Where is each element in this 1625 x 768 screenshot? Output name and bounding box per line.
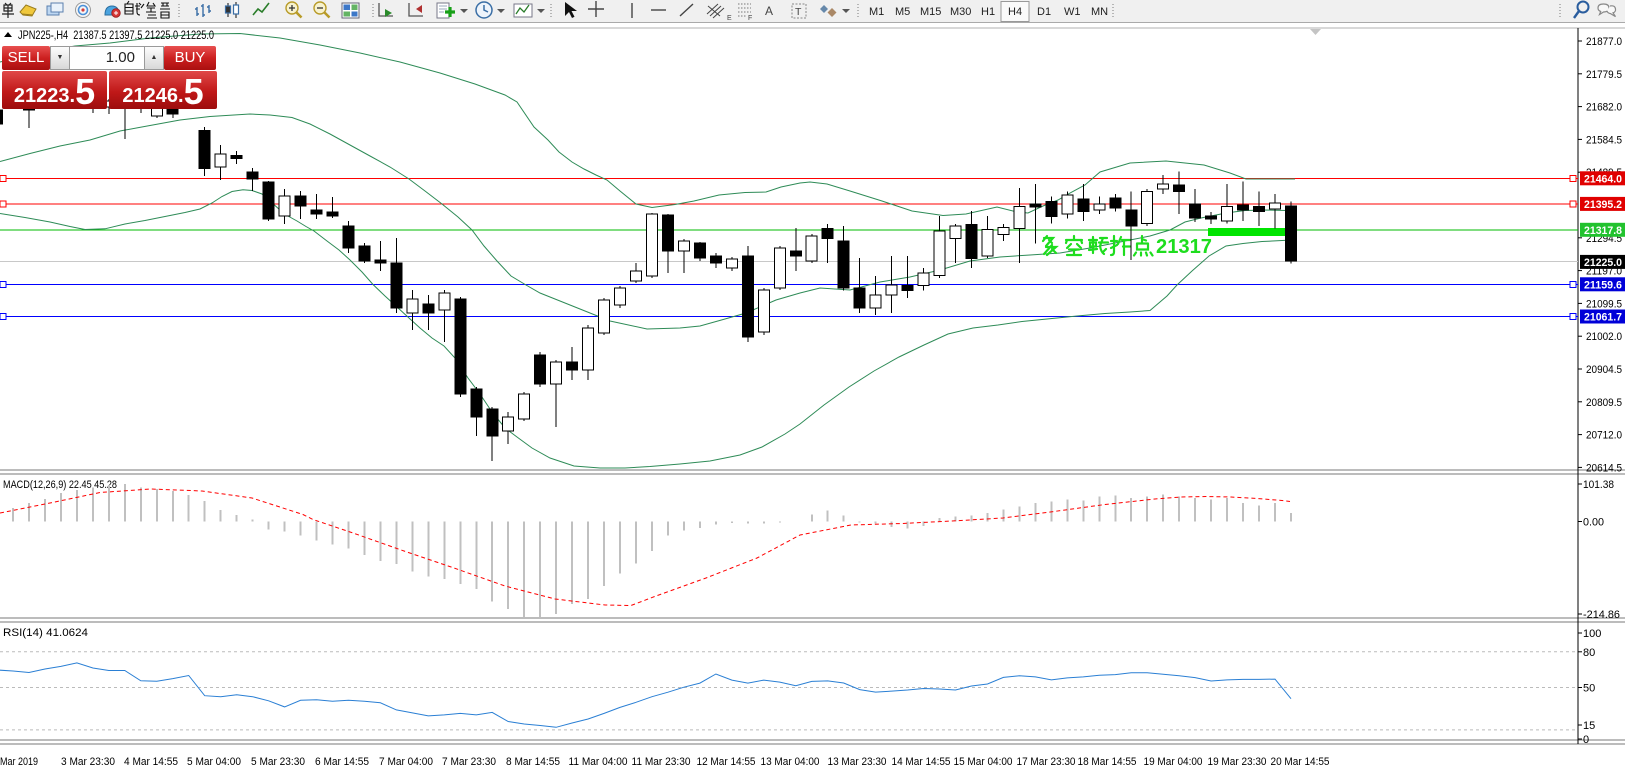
svg-text:20712.0: 20712.0	[1586, 430, 1622, 442]
svg-text:0: 0	[1583, 734, 1589, 746]
svg-text:21464.0: 21464.0	[1584, 173, 1622, 185]
svg-text:RSI(14) 41.0624: RSI(14) 41.0624	[3, 627, 88, 639]
svg-text:M5: M5	[895, 6, 910, 18]
svg-text:19 Mar 23:30: 19 Mar 23:30	[1208, 756, 1267, 768]
svg-text:M15: M15	[920, 6, 941, 18]
svg-text:21395.2: 21395.2	[1584, 199, 1622, 211]
svg-text:80: 80	[1583, 647, 1595, 659]
svg-text:17 Mar 23:30: 17 Mar 23:30	[1017, 756, 1076, 768]
svg-text:15: 15	[1583, 720, 1595, 732]
svg-text:101.38: 101.38	[1583, 479, 1614, 491]
svg-text:0.00: 0.00	[1583, 517, 1604, 529]
svg-text:5 Mar 04:00: 5 Mar 04:00	[187, 756, 241, 768]
svg-text:5 Mar 23:30: 5 Mar 23:30	[251, 756, 305, 768]
svg-text:20614.5: 20614.5	[1586, 462, 1622, 474]
svg-text:H1: H1	[981, 6, 995, 18]
svg-text:21002.0: 21002.0	[1586, 331, 1622, 343]
svg-text:H4: H4	[1008, 6, 1022, 18]
svg-text:W1: W1	[1064, 6, 1081, 18]
svg-text:20 Mar 14:55: 20 Mar 14:55	[1271, 756, 1330, 768]
svg-text:19 Mar 04:00: 19 Mar 04:00	[1144, 756, 1203, 768]
svg-text:15 Mar 04:00: 15 Mar 04:00	[954, 756, 1013, 768]
svg-text:21061.7: 21061.7	[1584, 312, 1622, 324]
svg-text:MN: MN	[1091, 6, 1108, 18]
svg-text:50: 50	[1583, 683, 1595, 695]
svg-text:M30: M30	[950, 6, 971, 18]
svg-text:6 Mar 14:55: 6 Mar 14:55	[315, 756, 369, 768]
svg-text:18 Mar 14:55: 18 Mar 14:55	[1078, 756, 1137, 768]
svg-text:20904.5: 20904.5	[1586, 364, 1622, 376]
svg-text:4 Mar 14:55: 4 Mar 14:55	[124, 756, 178, 768]
svg-text:21099.5: 21099.5	[1586, 298, 1622, 310]
svg-text:-214.86: -214.86	[1583, 609, 1620, 621]
svg-text:JPN225-,H4 21387.5 21397.5 21: JPN225-,H4 21387.5 21397.5 21225.0 21225…	[18, 30, 214, 42]
svg-text:M1: M1	[869, 6, 884, 18]
svg-text:T: T	[795, 6, 802, 18]
svg-text:100: 100	[1583, 628, 1601, 640]
svg-text:21317.8: 21317.8	[1584, 225, 1622, 237]
svg-text:20809.5: 20809.5	[1586, 397, 1622, 409]
svg-text:21584.5: 21584.5	[1586, 134, 1622, 146]
svg-text:D1: D1	[1037, 6, 1051, 18]
svg-text:21225.0: 21225.0	[1584, 257, 1622, 269]
svg-text:13 Mar 23:30: 13 Mar 23:30	[828, 756, 887, 768]
svg-text:21682.0: 21682.0	[1586, 102, 1622, 114]
svg-text:E: E	[727, 15, 732, 22]
svg-text:8 Mar 14:55: 8 Mar 14:55	[506, 756, 560, 768]
svg-text:12 Mar 14:55: 12 Mar 14:55	[697, 756, 756, 768]
svg-text:A: A	[765, 4, 773, 18]
svg-text:7 Mar 04:00: 7 Mar 04:00	[379, 756, 433, 768]
svg-text:14 Mar 14:55: 14 Mar 14:55	[892, 756, 951, 768]
svg-text:21779.5: 21779.5	[1586, 69, 1622, 81]
svg-text:MACD(12,26,9) 22.45 45.28: MACD(12,26,9) 22.45 45.28	[3, 479, 117, 491]
svg-text:11 Mar 04:00: 11 Mar 04:00	[569, 756, 628, 768]
svg-text:21877.0: 21877.0	[1586, 36, 1622, 48]
svg-text:13 Mar 04:00: 13 Mar 04:00	[761, 756, 820, 768]
svg-text:Mar 2019: Mar 2019	[0, 756, 38, 768]
svg-text:3 Mar 23:30: 3 Mar 23:30	[61, 756, 115, 768]
svg-text:21159.6: 21159.6	[1584, 279, 1622, 291]
svg-text:21317: 21317	[1156, 235, 1212, 258]
svg-text:F: F	[748, 15, 752, 22]
svg-text:7 Mar 23:30: 7 Mar 23:30	[442, 756, 496, 768]
svg-text:11 Mar 23:30: 11 Mar 23:30	[632, 756, 691, 768]
